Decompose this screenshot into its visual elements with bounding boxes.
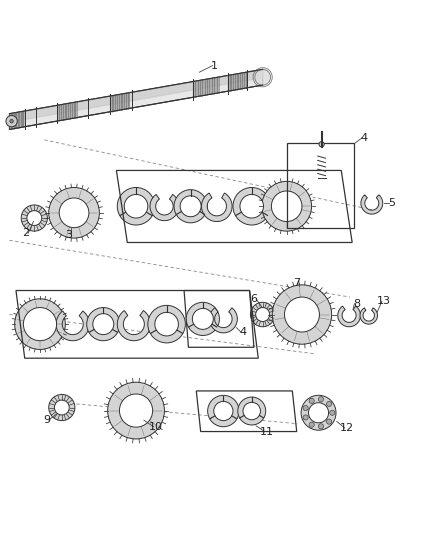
Circle shape	[272, 191, 302, 222]
Text: 4: 4	[240, 327, 247, 337]
Circle shape	[318, 424, 324, 429]
Circle shape	[87, 308, 120, 341]
Text: 2: 2	[22, 228, 30, 238]
Circle shape	[49, 188, 99, 238]
Circle shape	[148, 305, 185, 343]
Text: 12: 12	[340, 423, 354, 433]
Circle shape	[262, 181, 311, 231]
Circle shape	[272, 285, 332, 344]
Text: 4: 4	[361, 133, 368, 143]
Text: 13: 13	[377, 296, 391, 306]
Polygon shape	[10, 69, 263, 130]
Polygon shape	[338, 306, 360, 327]
Circle shape	[309, 422, 314, 427]
Circle shape	[243, 402, 261, 420]
Circle shape	[255, 69, 271, 85]
Polygon shape	[117, 311, 150, 341]
Circle shape	[6, 116, 17, 127]
Circle shape	[319, 142, 324, 147]
Text: 5: 5	[388, 198, 395, 208]
Polygon shape	[150, 195, 179, 221]
Polygon shape	[228, 72, 247, 91]
Circle shape	[21, 205, 47, 231]
Circle shape	[192, 309, 213, 329]
Circle shape	[93, 313, 114, 335]
Circle shape	[233, 188, 271, 225]
Circle shape	[155, 312, 178, 336]
Text: 3: 3	[65, 230, 72, 240]
Circle shape	[120, 394, 152, 427]
Text: 6: 6	[251, 294, 258, 304]
Polygon shape	[360, 308, 378, 324]
Text: 1: 1	[211, 61, 218, 71]
Circle shape	[301, 395, 336, 430]
Text: 11: 11	[260, 426, 274, 437]
Circle shape	[117, 188, 155, 225]
Circle shape	[303, 415, 308, 420]
Circle shape	[59, 198, 89, 228]
Polygon shape	[201, 193, 232, 222]
Circle shape	[49, 394, 75, 421]
Circle shape	[309, 398, 314, 403]
Polygon shape	[10, 111, 25, 130]
Circle shape	[318, 397, 324, 402]
Circle shape	[186, 302, 219, 335]
Circle shape	[27, 211, 42, 225]
Circle shape	[240, 195, 264, 218]
Circle shape	[180, 196, 201, 217]
Circle shape	[308, 403, 328, 423]
Circle shape	[326, 419, 332, 424]
Circle shape	[251, 302, 275, 327]
Circle shape	[14, 299, 65, 350]
Text: 7: 7	[293, 278, 300, 288]
Circle shape	[326, 401, 332, 407]
Circle shape	[285, 297, 319, 332]
Circle shape	[54, 400, 69, 415]
Circle shape	[214, 401, 233, 421]
Polygon shape	[110, 93, 130, 112]
Polygon shape	[56, 311, 89, 341]
Circle shape	[238, 397, 266, 425]
Circle shape	[124, 195, 148, 218]
Text: 9: 9	[43, 415, 50, 425]
Circle shape	[108, 382, 164, 439]
Circle shape	[208, 395, 239, 427]
Circle shape	[303, 406, 308, 410]
Circle shape	[330, 410, 335, 415]
Text: 8: 8	[353, 298, 360, 309]
Circle shape	[10, 119, 13, 123]
Polygon shape	[57, 102, 77, 121]
Circle shape	[253, 68, 272, 87]
Polygon shape	[361, 195, 383, 214]
Circle shape	[174, 190, 207, 223]
Polygon shape	[209, 308, 237, 333]
Polygon shape	[193, 77, 219, 98]
Circle shape	[23, 308, 57, 341]
Circle shape	[256, 308, 270, 321]
Text: 10: 10	[148, 422, 162, 432]
